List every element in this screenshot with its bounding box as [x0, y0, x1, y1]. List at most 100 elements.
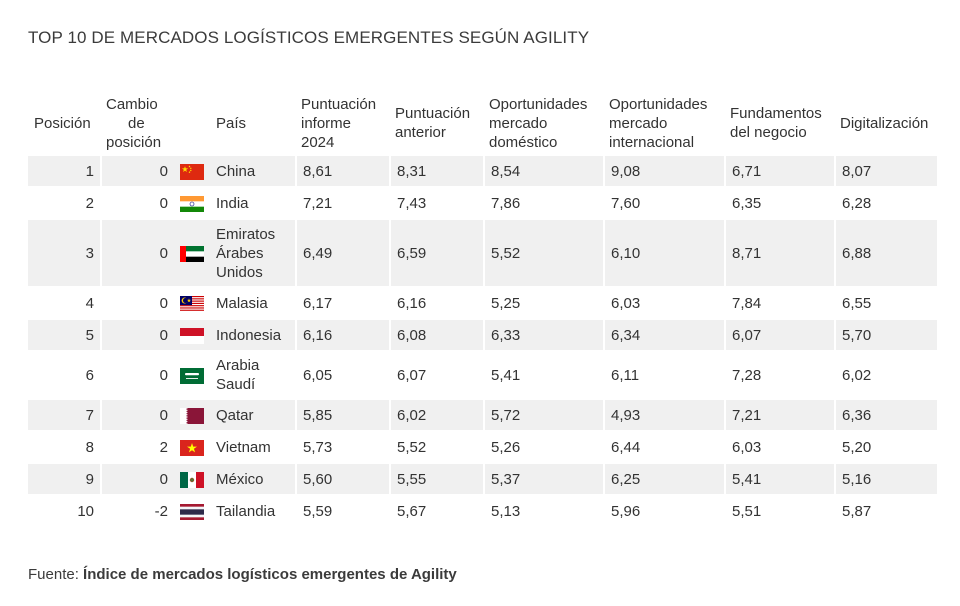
cell-oport-domestico: 6,33	[483, 320, 603, 352]
mexico-flag-icon	[180, 471, 204, 488]
cell-puntuacion-anterior: 5,67	[389, 496, 483, 528]
cell-flag	[174, 188, 210, 220]
cell-digitalizacion: 6,36	[834, 400, 937, 432]
cell-fundamentos: 5,41	[724, 464, 834, 496]
cell-pais: India	[210, 188, 295, 220]
cell-puntuacion-2024: 7,21	[295, 188, 389, 220]
cell-oport-internacional: 6,03	[603, 288, 724, 320]
cell-oport-internacional: 7,60	[603, 188, 724, 220]
cell-cambio: -2	[100, 496, 174, 528]
table-body: 1 0 China 8,61 8,31 8,54 9,08 6,71 8,07 2 0 India 7,…	[28, 156, 937, 528]
page-title: TOP 10 DE MERCADOS LOGÍSTICOS EMERGENTES…	[28, 28, 590, 47]
country-name-line: China	[216, 162, 256, 180]
cell-puntuacion-anterior: 6,59	[389, 220, 483, 288]
cell-puntuacion-anterior: 7,43	[389, 188, 483, 220]
china-flag-icon	[180, 163, 204, 180]
cell-pais: Indonesia	[210, 320, 295, 352]
cell-flag	[174, 432, 210, 464]
cell-oport-internacional: 5,96	[603, 496, 724, 528]
table-row: 5 0 Indonesia 6,16 6,08 6,33 6,34 6,07 5,70	[28, 320, 937, 352]
cell-puntuacion-2024: 8,61	[295, 156, 389, 188]
header-fundamentos: Fundamentos del negocio	[730, 105, 822, 141]
cell-oport-domestico: 7,86	[483, 188, 603, 220]
country-name-line: Saudí	[216, 376, 256, 393]
cell-puntuacion-anterior: 6,08	[389, 320, 483, 352]
cell-flag	[174, 288, 210, 320]
cell-pais: China	[210, 156, 295, 188]
cell-digitalizacion: 5,87	[834, 496, 937, 528]
table-row: 8 2 Vietnam 5,73 5,52 5,26 6,44 6,03 5,20	[28, 432, 937, 464]
cell-digitalizacion: 8,07	[834, 156, 937, 188]
cell-oport-internacional: 6,11	[603, 352, 724, 400]
cell-fundamentos: 6,07	[724, 320, 834, 352]
cell-puntuacion-2024: 6,05	[295, 352, 389, 400]
cell-puntuacion-2024: 5,85	[295, 400, 389, 432]
cell-cambio: 0	[100, 352, 174, 400]
cell-flag	[174, 400, 210, 432]
cell-digitalizacion: 6,55	[834, 288, 937, 320]
header-cambio: Cambio de posición	[106, 95, 162, 151]
header-posicion: Posición	[34, 114, 91, 132]
cell-fundamentos: 8,71	[724, 220, 834, 288]
cell-posicion: 9	[28, 464, 100, 496]
table-row: 7 0 Qatar 5,85 6,02 5,72 4,93 7,21 6,36	[28, 400, 937, 432]
cell-pais: Tailandia	[210, 496, 295, 528]
malaysia-flag-icon	[180, 295, 204, 312]
table-row: 6 0 Arabia Saudí 6,05 6,07 5,41 6,11 7,28 6,02	[28, 352, 937, 400]
cell-posicion: 6	[28, 352, 100, 400]
table-row: 3 0 Emiratos Árabes Unidos 6,49 6,59 5,52 6,10 8,…	[28, 220, 937, 288]
cell-oport-domestico: 5,13	[483, 496, 603, 528]
header-puntuacion-2024: Puntuación informe 2024	[301, 95, 377, 151]
cell-pais: Vietnam	[210, 432, 295, 464]
cell-cambio: 0	[100, 220, 174, 288]
table-row: 4 0 Malasia 6,17 6,16 5,25 6,03 7,84 6,55	[28, 288, 937, 320]
cell-puntuacion-2024: 6,17	[295, 288, 389, 320]
cell-oport-domestico: 5,41	[483, 352, 603, 400]
source-title: Índice de mercados logísticos emergentes…	[83, 566, 457, 583]
country-name-line: India	[216, 194, 249, 212]
table-row: 2 0 India 7,21 7,43 7,86 7,60 6,35 6,28	[28, 188, 937, 220]
country-name-line: Indonesia	[216, 326, 282, 344]
indonesia-flag-icon	[180, 327, 204, 344]
cell-posicion: 1	[28, 156, 100, 188]
cell-fundamentos: 7,21	[724, 400, 834, 432]
cell-cambio: 2	[100, 432, 174, 464]
cell-cambio: 0	[100, 320, 174, 352]
cell-posicion: 4	[28, 288, 100, 320]
cell-flag	[174, 220, 210, 288]
cell-flag	[174, 464, 210, 496]
saudi-flag-icon	[180, 367, 204, 384]
cell-posicion: 8	[28, 432, 100, 464]
country-name-line: Arabia	[216, 357, 260, 374]
header-oport-internacional: Oportunidades mercado internacional	[609, 95, 708, 151]
cell-oport-domestico: 8,54	[483, 156, 603, 188]
cell-fundamentos: 5,51	[724, 496, 834, 528]
source-note: Fuente: Índice de mercados logísticos em…	[28, 566, 457, 583]
cell-flag	[174, 352, 210, 400]
cell-digitalizacion: 5,16	[834, 464, 937, 496]
cell-fundamentos: 7,84	[724, 288, 834, 320]
markets-table: Posición Cambio de posición País Puntuac…	[28, 90, 937, 528]
cell-pais: Qatar	[210, 400, 295, 432]
cell-puntuacion-anterior: 6,16	[389, 288, 483, 320]
cell-pais: México	[210, 464, 295, 496]
cell-puntuacion-anterior: 6,02	[389, 400, 483, 432]
header-puntuacion-anterior: Puntuación anterior	[395, 105, 471, 141]
cell-puntuacion-2024: 6,16	[295, 320, 389, 352]
cell-oport-domestico: 5,26	[483, 432, 603, 464]
country-name-line: Unidos	[216, 263, 263, 281]
cell-fundamentos: 6,35	[724, 188, 834, 220]
table-row: 9 0 México 5,60 5,55 5,37 6,25 5,41 5,16	[28, 464, 937, 496]
cell-flag	[174, 156, 210, 188]
country-name-line: Tailandia	[216, 502, 276, 520]
header-digitalizacion: Digitalización	[840, 114, 929, 132]
cell-oport-domestico: 5,25	[483, 288, 603, 320]
cell-digitalizacion: 6,88	[834, 220, 937, 288]
cell-digitalizacion: 5,70	[834, 320, 937, 352]
cell-posicion: 7	[28, 400, 100, 432]
cell-posicion: 5	[28, 320, 100, 352]
cell-posicion: 2	[28, 188, 100, 220]
country-name-line: Qatar	[216, 406, 254, 424]
country-name-line: Vietnam	[216, 438, 271, 456]
cell-oport-domestico: 5,37	[483, 464, 603, 496]
